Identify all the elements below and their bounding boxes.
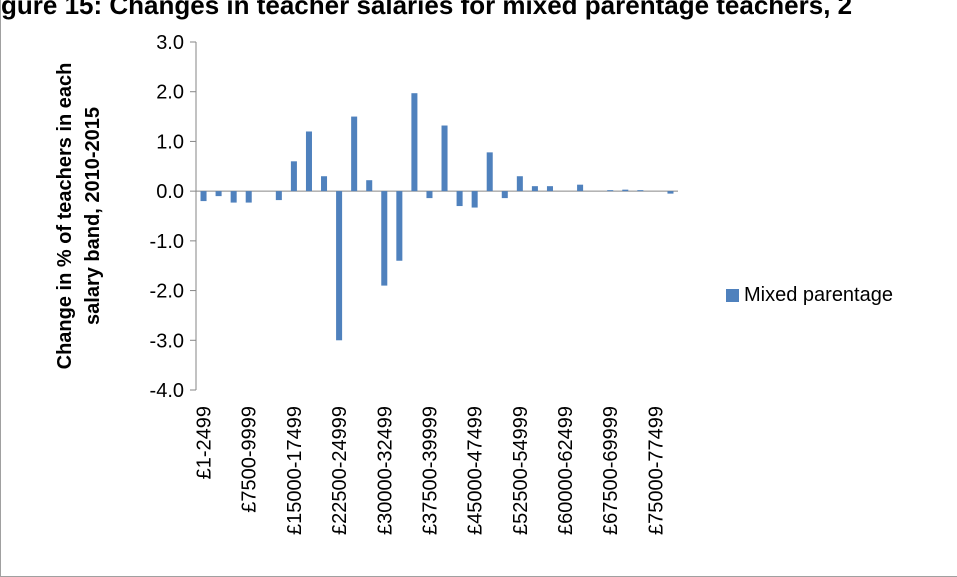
bar (200, 191, 207, 202)
y-tick-label: -1.0 (150, 231, 184, 253)
bar (275, 191, 282, 201)
x-tick-label: £37500-39999 (419, 406, 441, 535)
y-tick-label: 2.0 (156, 82, 184, 104)
bar (667, 191, 674, 194)
legend: Mixed parentage (726, 284, 893, 307)
y-tick-label: 3.0 (156, 32, 184, 54)
x-tick-label: £45000-47499 (465, 406, 487, 535)
x-tick-label: £15000-17499 (284, 406, 306, 535)
bar (396, 191, 403, 261)
y-tick-label: -2.0 (150, 281, 184, 303)
bar (622, 189, 629, 192)
legend-label: Mixed parentage (744, 284, 893, 306)
bar (305, 131, 312, 192)
bar (471, 191, 478, 208)
bar (637, 190, 644, 192)
x-tick-label: £30000-32499 (374, 406, 396, 535)
bar (290, 161, 297, 192)
bar (411, 93, 418, 192)
bar (456, 191, 463, 207)
bar (336, 191, 343, 341)
bar (215, 191, 222, 197)
y-tick-label: 0.0 (156, 181, 184, 203)
bar (486, 152, 493, 192)
y-tick-label: 1.0 (156, 131, 184, 153)
bar (245, 191, 252, 203)
bar (441, 125, 448, 192)
bar (351, 116, 358, 192)
x-tick-label: £67500-69999 (600, 406, 622, 535)
bar (321, 176, 328, 192)
legend-swatch (726, 289, 739, 302)
bar (426, 191, 433, 199)
x-tick-label: £1-2499 (194, 406, 216, 479)
bar (577, 184, 584, 192)
bar (230, 191, 237, 203)
bar (607, 190, 614, 192)
x-tick-label: £7500-9999 (239, 406, 261, 513)
bar (531, 186, 538, 192)
bar (381, 191, 388, 286)
bar (366, 180, 373, 192)
y-axis-label-line: salary band, 2010-2015 (82, 107, 104, 325)
y-tick-label: -4.0 (150, 380, 184, 402)
x-tick-label: £75000-77499 (645, 406, 667, 535)
y-tick-label: -3.0 (150, 330, 184, 352)
bar (546, 186, 553, 192)
x-tick-label: £52500-54999 (510, 406, 532, 535)
x-tick-label: £60000-62499 (555, 406, 577, 535)
bar (501, 191, 508, 199)
chart-title: gure 15: Changes in teacher salaries for… (1, 0, 853, 20)
bar (516, 176, 523, 192)
y-axis-label-line: Change in % of teachers in each (54, 63, 76, 370)
x-tick-label: £22500-24999 (329, 406, 351, 535)
